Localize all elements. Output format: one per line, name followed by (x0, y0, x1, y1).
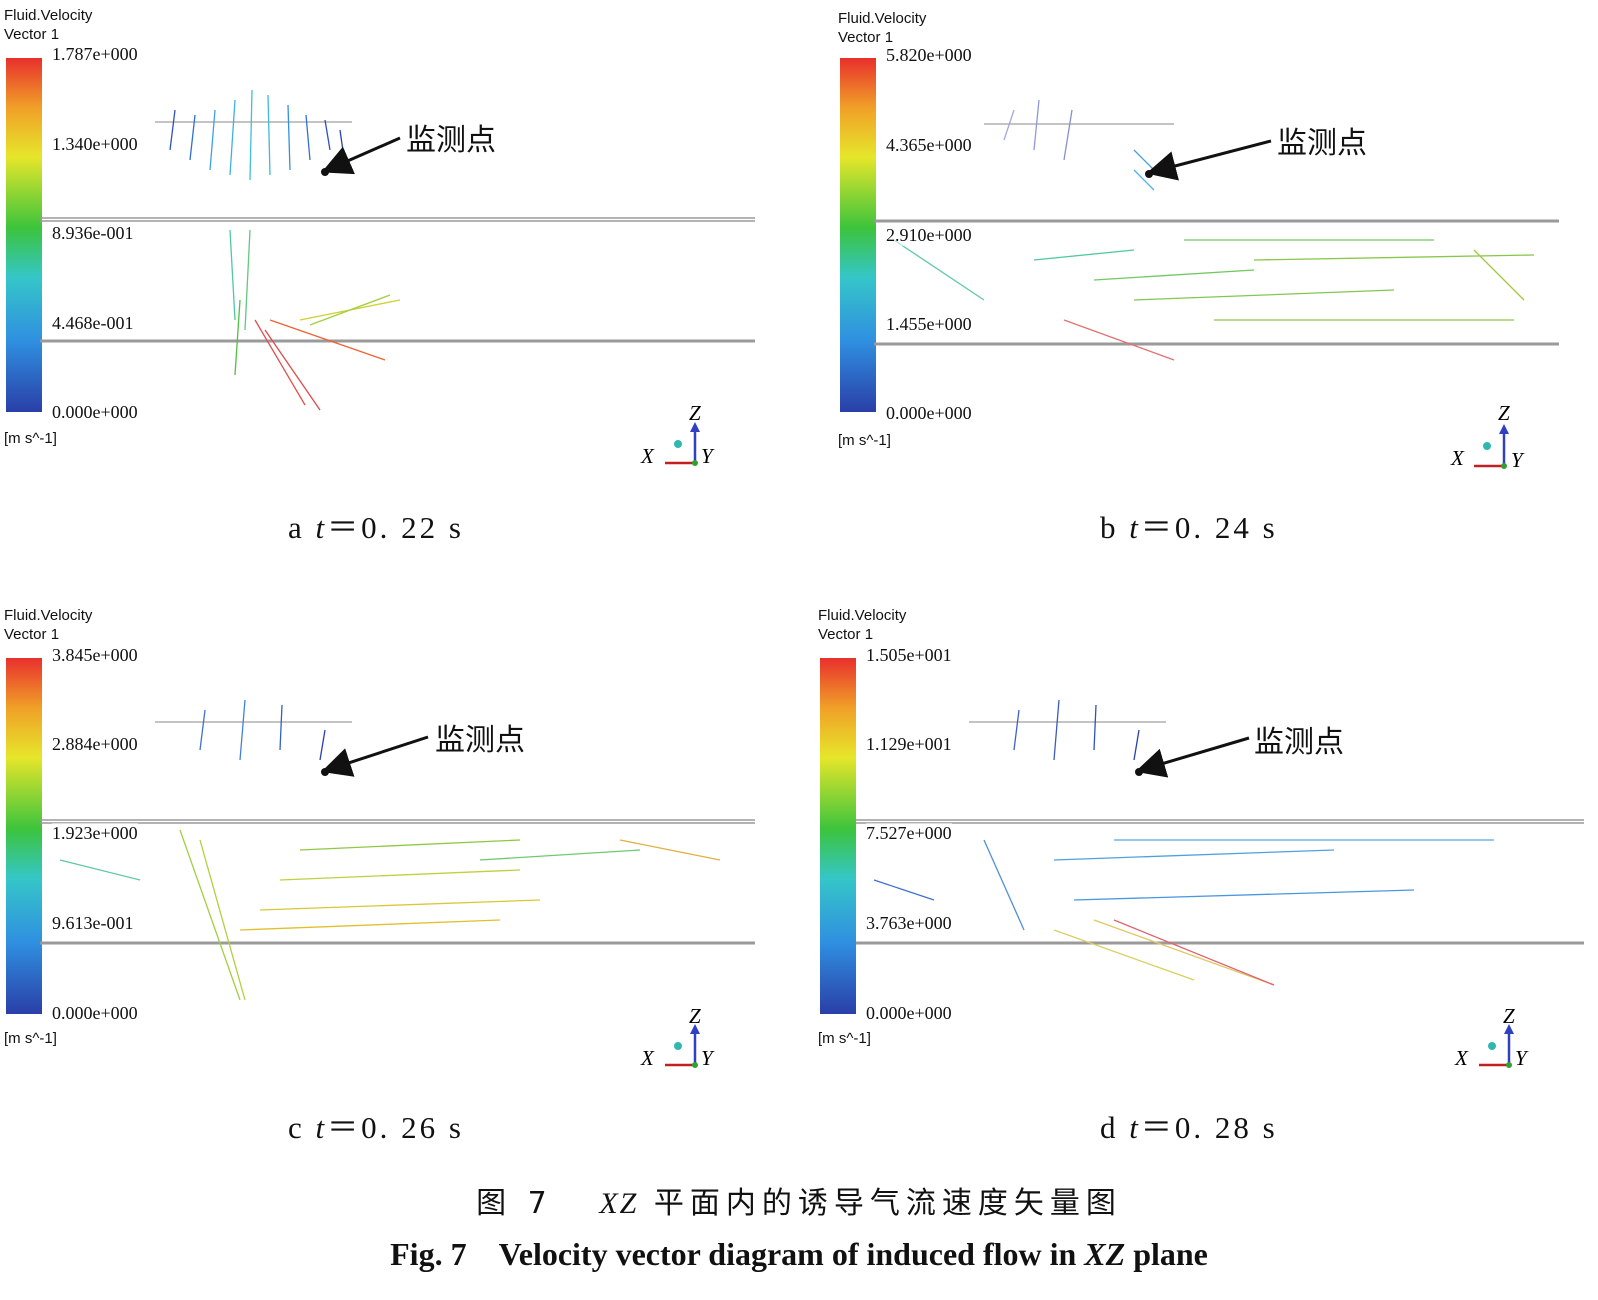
legend-title-b: Fluid.Velocity Vector 1 (838, 9, 926, 47)
colorbar-b (840, 58, 876, 412)
subcaption-letter-b: b (1100, 510, 1119, 545)
colorbar-d (820, 658, 856, 1014)
tick-b-3: 1.455e+000 (886, 314, 972, 335)
axis-triad-a: Z X Y (640, 401, 715, 468)
tick-c-3: 9.613e-001 (52, 913, 134, 934)
tick-a-2: 8.936e-001 (52, 223, 134, 244)
subcaption-var-d: t (1129, 1110, 1141, 1145)
axis-triad-d: Z X Y (1454, 1004, 1529, 1070)
axis-z-label-a: Z (689, 401, 701, 425)
subcaption-value-d: ＝0. 28 s (1140, 1110, 1278, 1145)
monitor-label-c: 监测点 (435, 723, 525, 758)
figure-caption-cn-rest: 平面内的诱导气流速度矢量图 (653, 1186, 1122, 1221)
vector-field-d: Z X Y (820, 658, 1584, 1070)
axis-y-label-d: Y (1515, 1046, 1529, 1070)
unit-b: [m s^-1] (838, 432, 891, 449)
tick-c-2: 1.923e+000 (52, 823, 138, 844)
tick-b-2: 2.910e+000 (886, 225, 972, 246)
legend-subtitle-d: Vector 1 (818, 626, 874, 643)
subcaption-value-a: ＝0. 22 s (327, 510, 464, 545)
subcaption-value-c: ＝0. 26 s (327, 1110, 464, 1145)
legend-subtitle-c: Vector 1 (4, 626, 60, 643)
subcaption-a: a t＝0. 22 s (288, 502, 464, 547)
vectors-c (59, 699, 721, 1001)
tick-c-0: 3.845e+000 (52, 645, 138, 666)
tick-d-4: 0.000e+000 (866, 1003, 952, 1024)
panel-b: Z X Y Fluid.Velocity Vector 1 5.820e+000… (834, 0, 1598, 520)
vector-field-b: Z X Y (840, 58, 1559, 472)
tick-d-2: 7.527e+000 (866, 823, 952, 844)
vectors-a (169, 89, 401, 411)
subcaption-letter-a: a (288, 510, 305, 545)
figure-caption-cn: 图 7 XZ 平面内的诱导气流速度矢量图 (0, 1178, 1598, 1222)
tick-a-4: 0.000e+000 (52, 402, 138, 423)
figure-caption-cn-var: XZ (599, 1187, 639, 1220)
vector-field-c: Z X Y (6, 658, 755, 1070)
axis-x-label-a: X (640, 444, 655, 468)
axis-z-label-c: Z (689, 1004, 701, 1028)
axis-y-label-a: Y (701, 444, 715, 468)
subcaption-var-b: t (1129, 510, 1141, 545)
axis-triad-b: Z X Y (1450, 401, 1525, 472)
panel-d: Z X Y Fluid.Velocity Vector 1 1.505e+001… (814, 600, 1594, 1120)
unit-d: [m s^-1] (818, 1030, 871, 1047)
axis-y-label-b: Y (1511, 448, 1525, 472)
tick-d-3: 3.763e+000 (866, 913, 952, 934)
tick-a-1: 1.340e+000 (52, 134, 138, 155)
subcaption-letter-d: d (1100, 1110, 1119, 1145)
tick-b-1: 4.365e+000 (886, 135, 972, 156)
vectors-b (893, 99, 1535, 361)
tick-c-1: 2.884e+000 (52, 734, 138, 755)
legend-variable-a: Fluid.Velocity (4, 7, 93, 24)
subcaption-letter-c: c (288, 1110, 305, 1145)
panel-c: Z X Y Fluid.Velocity Vector 1 3.845e+000… (0, 600, 780, 1120)
subcaption-b: b t＝0. 24 s (1100, 502, 1278, 547)
legend-subtitle-a: Vector 1 (4, 26, 60, 43)
tick-d-0: 1.505e+001 (866, 645, 952, 666)
monitor-label-b: 监测点 (1277, 126, 1367, 161)
legend-variable-c: Fluid.Velocity (4, 607, 93, 624)
unit-a: [m s^-1] (4, 430, 57, 447)
legend-subtitle-b: Vector 1 (838, 29, 894, 46)
axis-triad-c: Z X Y (640, 1004, 715, 1070)
legend-title-a: Fluid.Velocity Vector 1 (4, 6, 92, 44)
subcaption-value-b: ＝0. 24 s (1140, 510, 1278, 545)
axis-y-label-c: Y (701, 1046, 715, 1070)
tick-c-4: 0.000e+000 (52, 1003, 138, 1024)
axis-z-label-d: Z (1503, 1004, 1515, 1028)
colorbar-c (6, 658, 42, 1014)
tick-a-0: 1.787e+000 (52, 44, 138, 65)
axis-z-label-b: Z (1498, 401, 1510, 425)
figure-caption-en: Fig. 7 Velocity vector diagram of induce… (0, 1236, 1598, 1273)
legend-title-d: Fluid.Velocity Vector 1 (818, 606, 906, 644)
monitor-label-a: 监测点 (406, 123, 496, 158)
vector-field-a: Z X Y (6, 58, 755, 468)
vectors-d (873, 699, 1494, 986)
axis-x-label-b: X (1450, 446, 1465, 470)
subcaption-d: d t＝0. 28 s (1100, 1102, 1278, 1147)
axis-x-label-c: X (640, 1046, 655, 1070)
legend-variable-d: Fluid.Velocity (818, 607, 907, 624)
figure-caption-cn-prefix: 图 7 (476, 1186, 553, 1221)
tick-b-0: 5.820e+000 (886, 45, 972, 66)
legend-title-c: Fluid.Velocity Vector 1 (4, 606, 92, 644)
axis-x-label-d: X (1454, 1046, 1469, 1070)
panel-a: Z X Y Fluid.Velocity Vector 1 1.787e+000… (0, 0, 780, 520)
unit-c: [m s^-1] (4, 1030, 57, 1047)
legend-variable-b: Fluid.Velocity (838, 10, 927, 27)
figure-caption-en-var: XZ (1084, 1236, 1126, 1272)
tick-b-4: 0.000e+000 (886, 403, 972, 424)
figure-caption-en-main: Velocity vector diagram of induced flow … (498, 1236, 1077, 1272)
monitor-label-d: 监测点 (1254, 725, 1344, 760)
subcaption-var-c: t (315, 1110, 328, 1145)
subcaption-var-a: t (315, 510, 328, 545)
tick-d-1: 1.129e+001 (866, 734, 952, 755)
subcaption-c: c t＝0. 26 s (288, 1102, 464, 1147)
colorbar-a (6, 58, 42, 412)
figure-caption-en-end: plane (1133, 1236, 1208, 1272)
tick-a-3: 4.468e-001 (52, 313, 134, 334)
figure-caption-en-prefix: Fig. 7 (390, 1236, 467, 1272)
